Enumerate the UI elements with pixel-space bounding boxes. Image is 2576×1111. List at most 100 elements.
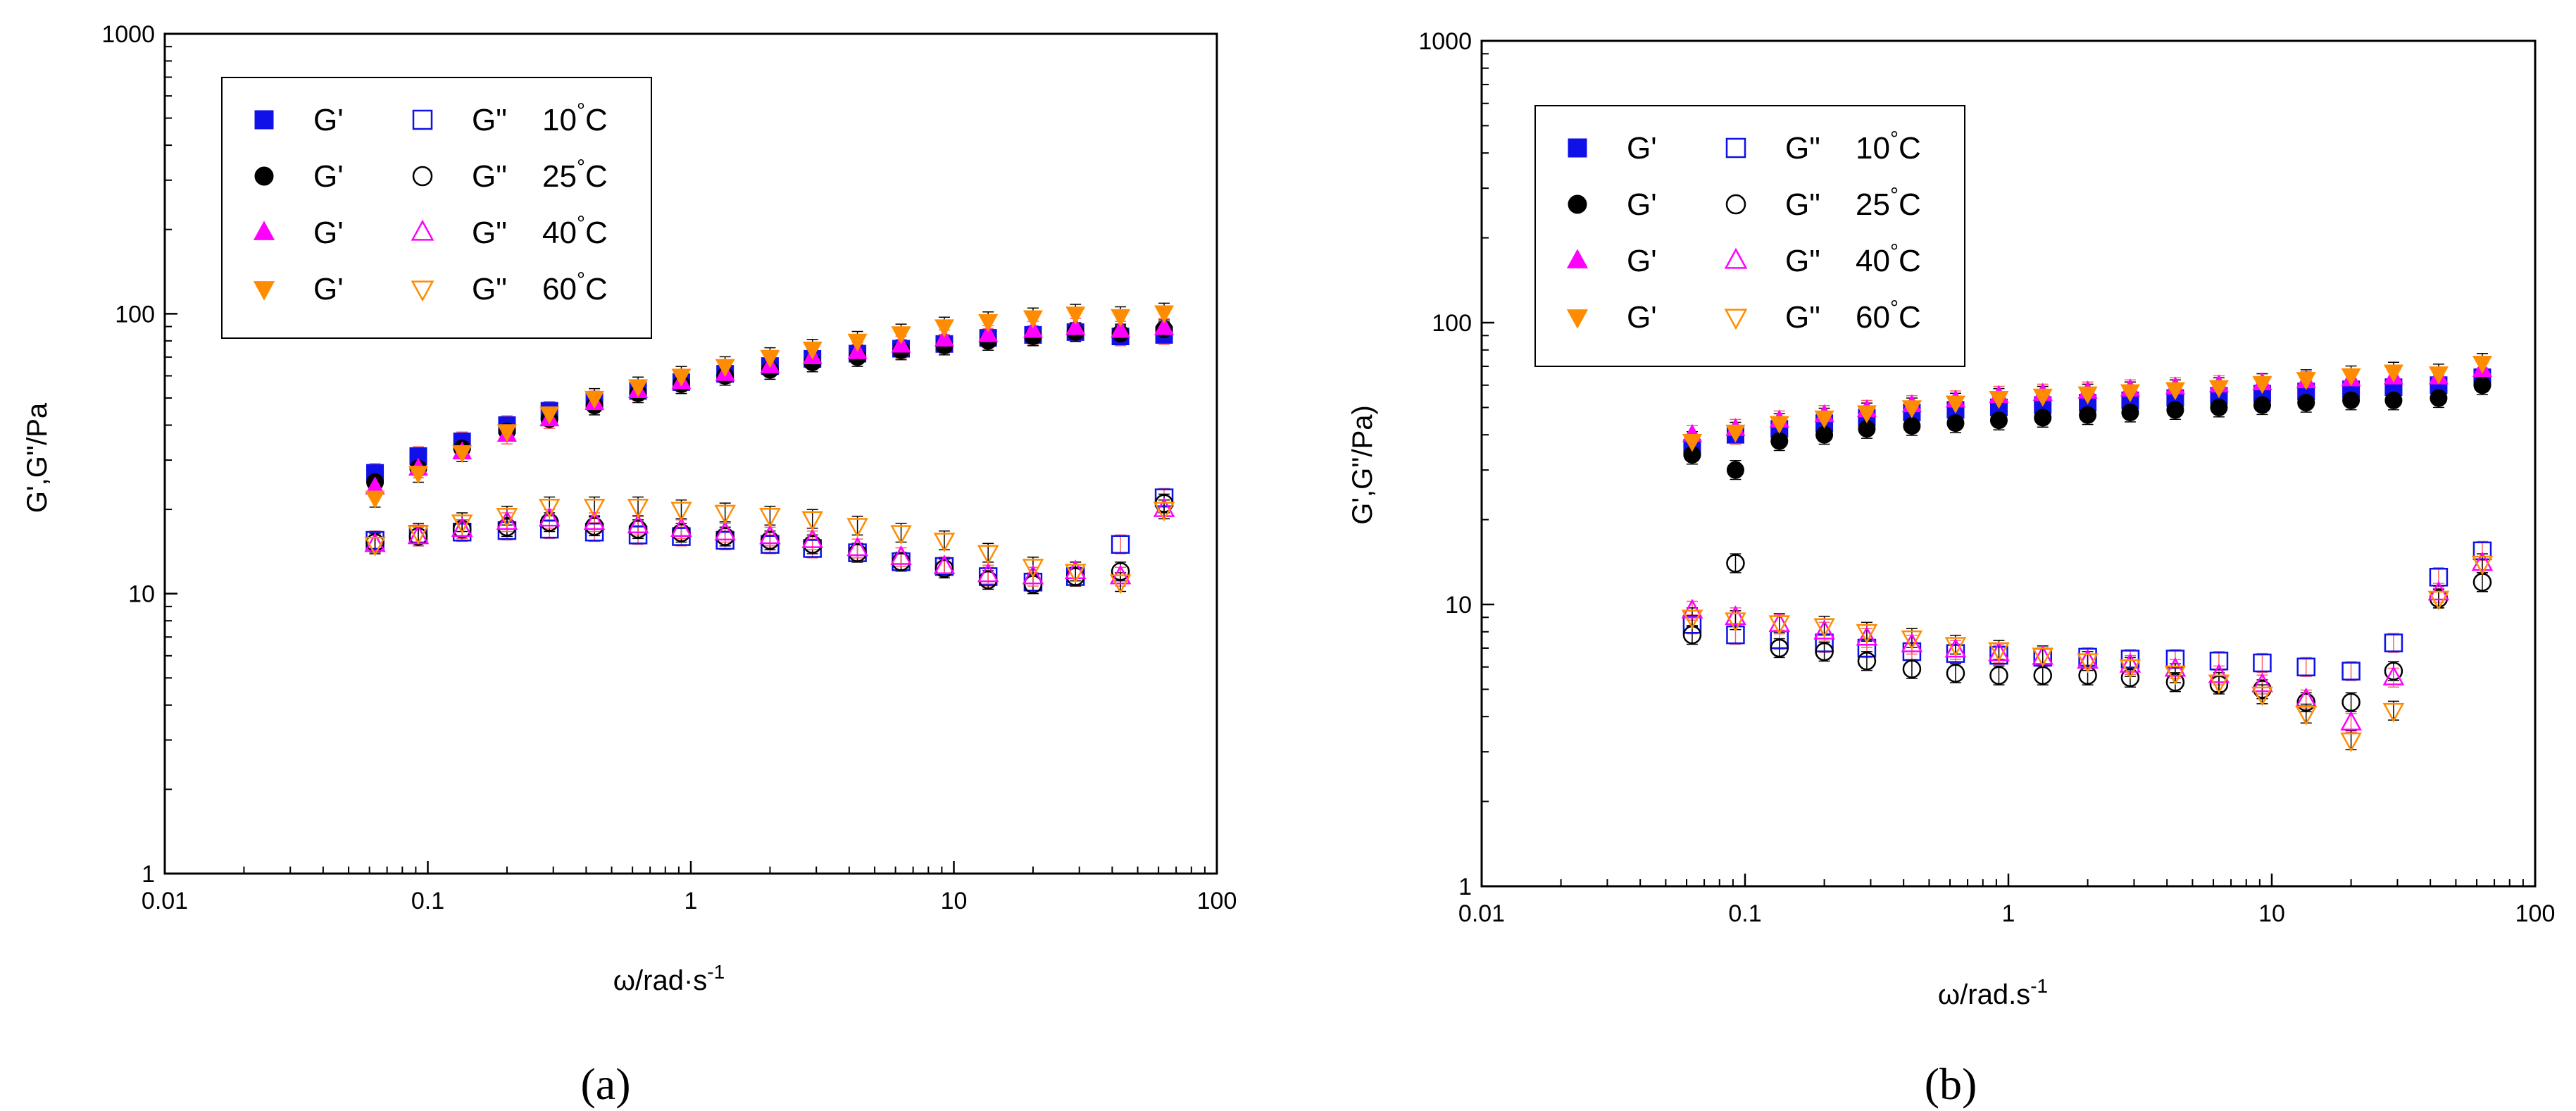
b-point: [2382, 702, 2405, 723]
b-point: [1901, 630, 1923, 650]
a-point: [978, 314, 999, 333]
a-point: [801, 511, 824, 531]
b-point: [1681, 598, 1703, 619]
a-legend-marker-open: [411, 280, 434, 302]
b-point: [2253, 396, 2271, 414]
b-point: [1901, 633, 1923, 652]
a-point: [451, 514, 473, 535]
a-point: [1111, 535, 1130, 554]
a-legend-temperature: 25°C: [542, 156, 608, 194]
panel-b: 1 10 100 1000 0.01 0.1 1 10 100 ω/rad.s-1 G',G'…: [1347, 28, 2555, 1109]
a-point: [408, 466, 429, 484]
a-point: [759, 508, 781, 528]
b-y-axis-label: G',G''/Pa): [1347, 405, 1378, 525]
a-point: [846, 536, 868, 557]
b-point: [2077, 649, 2099, 669]
a-point: [934, 328, 955, 347]
a-point: [1153, 502, 1175, 522]
a-point: [672, 527, 691, 546]
b-point: [2251, 672, 2273, 693]
a-point: [890, 525, 912, 545]
a-point: [539, 406, 560, 425]
a-point: [977, 562, 999, 583]
b-legend-marker-open: [1724, 247, 1748, 269]
a-point: [365, 490, 385, 509]
a-legend-gprime-label: G': [313, 159, 344, 194]
a-point: [977, 545, 999, 565]
b-point: [1946, 664, 1965, 683]
a-y-tick-label: 1000: [101, 21, 155, 48]
a-point: [761, 535, 780, 554]
b-point: [2341, 368, 2361, 387]
b-point: [1901, 400, 1922, 418]
b-point: [2429, 567, 2449, 587]
a-point: [933, 554, 956, 575]
b-data-marks: [1681, 355, 2494, 752]
b-point: [1856, 626, 1878, 646]
a-point: [1064, 559, 1087, 580]
a-point: [583, 510, 606, 530]
b-point: [1768, 615, 1791, 635]
b-legend-marker-open: [1725, 194, 1746, 215]
a-point: [496, 424, 517, 442]
a-point: [1022, 559, 1044, 579]
a-point: [1023, 319, 1043, 338]
b-point: [1945, 395, 1965, 414]
a-error-bars: [369, 302, 1170, 595]
a-legend-temperature: 60°C: [542, 268, 608, 306]
b-legend-gdoubleprime-label: G": [1785, 300, 1820, 335]
a-y-axis-label: G',G''/Pa: [22, 402, 53, 513]
b-point: [2210, 398, 2228, 416]
panel-a: 1 10 100 1000 0.01 0.1 1 10 100 ω/rad·s-1 G',G'…: [22, 21, 1237, 1109]
b-legend-gprime-label: G': [1627, 131, 1657, 166]
b-point: [2428, 366, 2449, 385]
a-point: [1064, 564, 1087, 584]
b-point: [1770, 432, 1789, 450]
a-point: [1111, 319, 1131, 338]
b-point: [2120, 668, 2140, 688]
b-point: [1768, 612, 1791, 633]
b-legend-marker-filled: [1568, 138, 1587, 158]
b-legend-gdoubleprime-label: G": [1785, 244, 1820, 278]
b-point: [2296, 657, 2315, 676]
a-legend-temperature: 40°C: [542, 212, 608, 250]
a-point: [538, 507, 561, 527]
b-x-tick-label: 0.1: [1728, 900, 1761, 927]
b-point: [2032, 388, 2053, 407]
a-x-tick-label: 10: [941, 888, 968, 914]
b-point: [2471, 551, 2494, 571]
b-point: [1946, 414, 1965, 433]
b-point: [2383, 364, 2403, 383]
b-legend-marker-filled: [1568, 194, 1587, 214]
a-point: [1154, 317, 1175, 335]
a-legend-marker-open: [412, 166, 433, 187]
a-legend-gdoubleprime-label: G": [472, 272, 507, 306]
b-point: [2382, 665, 2405, 685]
a-point: [1022, 564, 1044, 585]
a-point: [364, 536, 386, 557]
b-point: [2079, 406, 2097, 424]
b-point: [2296, 372, 2316, 390]
a-point: [715, 530, 734, 550]
b-x-tick-label: 0.01: [1458, 900, 1505, 927]
a-point: [891, 326, 911, 345]
a-point: [760, 349, 780, 368]
b-point: [2341, 662, 2361, 681]
a-point: [1065, 317, 1086, 335]
b-x-tick-label: 100: [2515, 900, 2556, 927]
b-point: [2166, 401, 2184, 419]
b-point: [1902, 659, 1922, 678]
a-legend-marker-filled: [254, 110, 274, 130]
b-y-tick-label: 100: [1432, 310, 1472, 337]
a-point: [407, 525, 430, 545]
b-point: [2252, 375, 2272, 395]
a-y-tick-label: 1: [142, 861, 155, 888]
b-point: [2297, 394, 2315, 412]
b-y-ticks: 1 10 100 1000: [1418, 28, 1494, 900]
b-legend: G' G" 10°C G' G" 25°C G' G" 40°C G' G" 60°C: [1534, 105, 1965, 367]
b-point: [2430, 389, 2448, 407]
a-point: [934, 559, 954, 578]
b-legend-marker-filled: [1566, 309, 1589, 329]
b-point: [2342, 391, 2361, 409]
b-point: [2120, 384, 2140, 403]
